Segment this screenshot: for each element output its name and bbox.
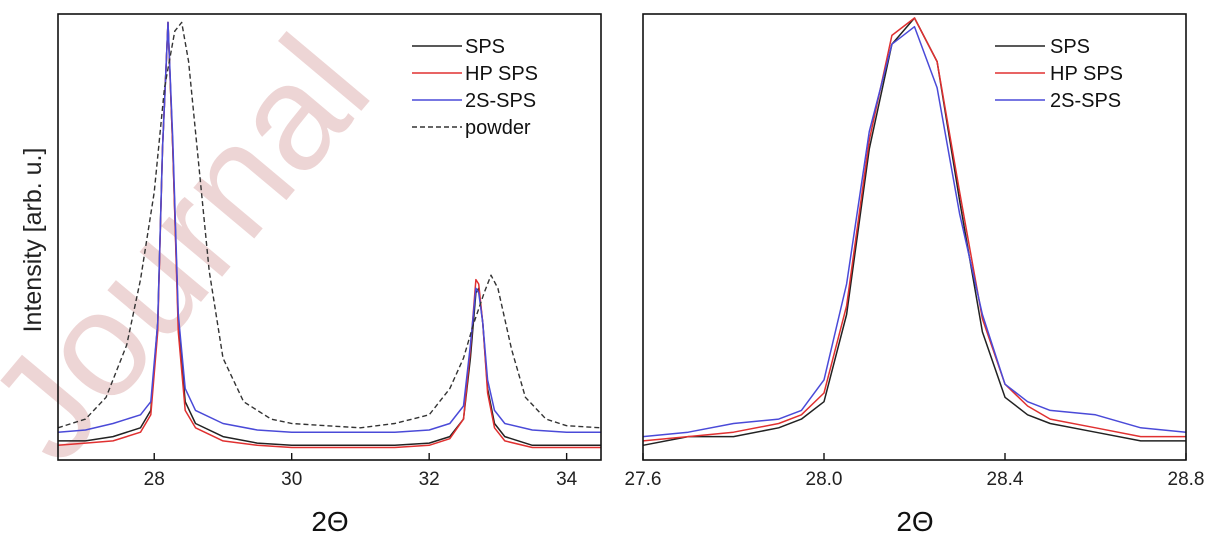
series-line-hp-sps [642,17,1186,442]
legend-label: powder [465,117,531,139]
chart-left: Intensity [arb. u.] 28 30 32 34 2Θ SPS HP SP… [19,13,602,535]
x-axis-label-left: 2Θ [311,506,348,535]
x-axis-label-right: 2Θ [896,506,933,535]
x-tick-label: 27.6 [625,469,662,490]
series-line-powder [57,21,602,429]
x-tick-label: 28.8 [1168,469,1205,490]
x-tick-label: 28 [144,469,165,490]
legend-label: SPS [1050,36,1090,58]
legend-label: HP SPS [1050,63,1123,85]
series-line-hp-sps [57,21,601,449]
watermark: Journal [0,6,401,491]
legend-label: 2S-SPS [1050,90,1121,112]
x-tick-label: 28.4 [987,469,1024,490]
x-tick-label: 34 [556,469,578,490]
x-tick-label: 28.0 [806,469,843,490]
chart-right: 27.6 28.0 28.4 28.8 2Θ SPS HP SPS 2S-SPS [625,13,1205,535]
legend-label: HP SPS [465,63,538,85]
x-tick-label: 30 [281,469,302,490]
plot-frame-right [642,13,1187,461]
legend-label: 2S-SPS [465,90,536,112]
legend-label: SPS [465,36,505,58]
legend-left: SPS HP SPS 2S-SPS powder [412,36,538,139]
series-line-2s-sps [57,21,601,433]
right-series-group [642,17,1187,447]
y-axis-label: Intensity [arb. u.] [19,148,47,333]
x-ticks-left: 28 30 32 34 [144,453,578,490]
legend-right: SPS HP SPS 2S-SPS [995,36,1123,112]
plot-frame-left [57,13,602,461]
x-ticks-right: 27.6 28.0 28.4 28.8 [625,453,1205,490]
series-line-2s-sps [642,25,1187,438]
left-series-group [57,21,602,449]
x-tick-label: 32 [419,469,440,490]
